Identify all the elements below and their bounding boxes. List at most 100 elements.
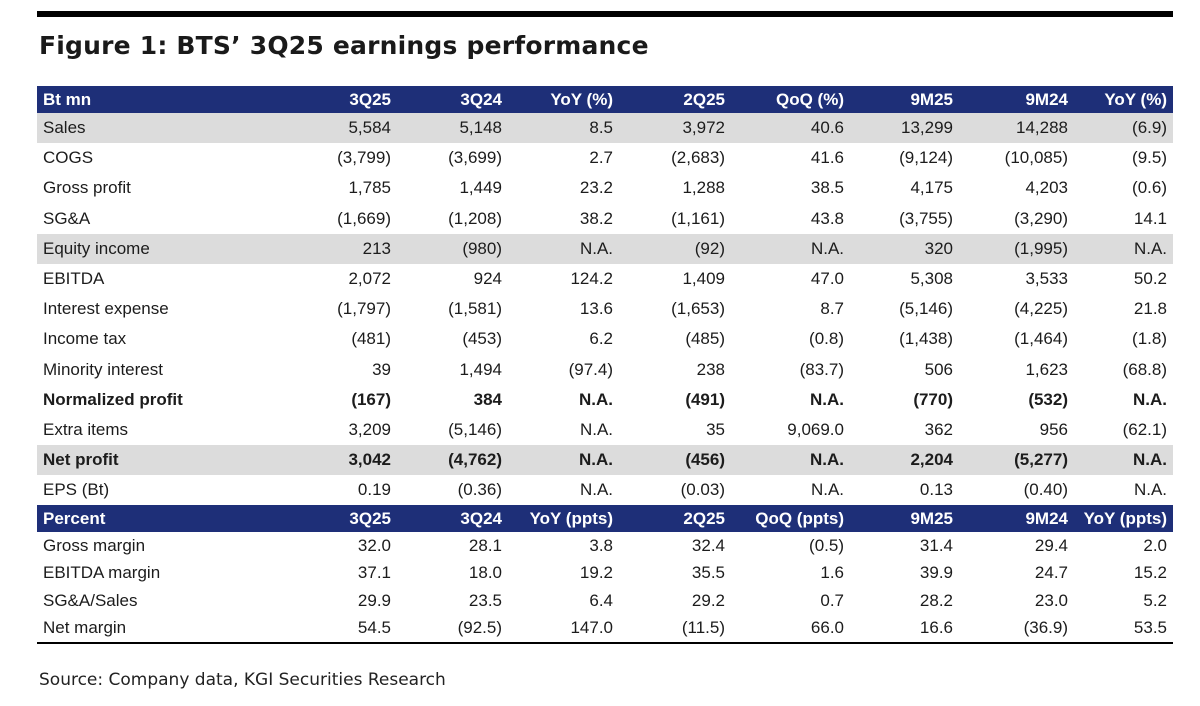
value-cell: 2,072: [348, 269, 391, 289]
value-cell: 213: [251, 233, 397, 264]
value-cell: (92): [619, 233, 731, 264]
value-cell: (2,683): [671, 148, 725, 168]
value-cell: N.A.: [731, 233, 850, 264]
value-cell: 6.2: [589, 329, 613, 349]
value-cell: N.A.: [1074, 233, 1173, 264]
value-cell: (167): [351, 389, 391, 409]
value-cell: 50.2: [1133, 269, 1167, 289]
header-label-cell: Bt mn: [37, 86, 251, 113]
value-cell: 3,972: [619, 113, 731, 144]
source-note: Source: Company data, KGI Securities Res…: [39, 670, 446, 690]
value-cell: 54.5: [251, 614, 397, 644]
table-row: Equity income 213 (980) N.A. (92) N.A. 320 (1,9…: [37, 233, 1173, 264]
value-cell: 1,623: [1025, 359, 1068, 379]
value-cell: 6.4: [589, 590, 613, 610]
value-cell: 38.2: [579, 208, 613, 228]
value-cell: 2.0: [1143, 536, 1167, 556]
top-rule: [37, 11, 1173, 17]
value-cell: N.A.: [508, 233, 619, 264]
value-cell: (770): [913, 389, 953, 409]
value-cell: (9.5): [1132, 148, 1167, 168]
column-header: 3Q25: [251, 505, 397, 533]
value-cell: (4,225): [1014, 299, 1068, 319]
column-header: QoQ (ppts): [731, 505, 850, 533]
value-cell: (11.5): [619, 614, 731, 644]
table-row: EPS (Bt) 0.19 (0.36) N.A. (0.03) N.A. 0.13 (0.4…: [37, 475, 1173, 505]
value-cell: (0.40): [1023, 480, 1068, 500]
value-cell: 956: [1039, 419, 1068, 439]
value-cell: 28.2: [919, 590, 953, 610]
column-header: YoY (ppts): [1074, 505, 1173, 533]
column-header: QoQ (%): [731, 86, 850, 113]
value-cell: 5.2: [1143, 590, 1167, 610]
value-cell: N.A.: [810, 480, 844, 500]
value-cell: (68.8): [1122, 359, 1167, 379]
value-cell: 14.1: [1133, 208, 1167, 228]
value-cell: (1,995): [959, 233, 1074, 264]
value-cell: (4,762): [397, 445, 508, 476]
value-cell: 1,288: [682, 178, 725, 198]
value-cell: N.A.: [810, 389, 844, 409]
value-cell: 924: [473, 269, 502, 289]
value-cell: (0.8): [809, 329, 844, 349]
value-cell: (481): [351, 329, 391, 349]
column-header: 3Q24: [397, 86, 508, 113]
value-cell: 9,069.0: [787, 419, 844, 439]
table-row: Gross profit 1,785 1,449 23.2 1,288 38.5 4,175…: [37, 173, 1173, 203]
value-cell: (0.5): [809, 536, 844, 556]
value-cell: 506: [924, 359, 953, 379]
figure-title: Figure 1: BTS’ 3Q25 earnings performance: [39, 31, 649, 60]
value-cell: (6.9): [1074, 113, 1173, 144]
value-cell: 32.0: [357, 536, 391, 556]
value-cell: 2.7: [589, 148, 613, 168]
value-cell: 1,494: [459, 359, 502, 379]
value-cell: 5,308: [910, 269, 953, 289]
value-cell: 0.19: [357, 480, 391, 500]
value-cell: 35: [706, 419, 725, 439]
row-label: EBITDA margin: [43, 563, 161, 583]
value-cell: 147.0: [508, 614, 619, 644]
value-cell: N.A.: [1074, 445, 1173, 476]
value-cell: (1,208): [448, 208, 502, 228]
table-row: SG&A (1,669) (1,208) 38.2 (1,161) 43.8 (3,755)…: [37, 204, 1173, 234]
value-cell: (10,085): [1004, 148, 1068, 168]
value-cell: 39.9: [919, 563, 953, 583]
table-row: COGS (3,799) (3,699) 2.7 (2,683) 41.6 (9,124) (…: [37, 143, 1173, 173]
value-cell: (1,438): [899, 329, 953, 349]
value-cell: (36.9): [959, 614, 1074, 644]
value-cell: 29.2: [691, 590, 725, 610]
value-cell: 39: [372, 359, 391, 379]
value-cell: (3,755): [899, 208, 953, 228]
value-cell: (83.7): [799, 359, 844, 379]
value-cell: 41.6: [810, 148, 844, 168]
row-label: Equity income: [37, 233, 251, 264]
value-cell: 4,175: [910, 178, 953, 198]
value-cell: 1,449: [459, 178, 502, 198]
earnings-table-container: Bt mn 3Q25 3Q24 YoY (%) 2Q25 QoQ (%) 9M25 9M24 Y…: [37, 86, 1173, 644]
value-cell: 28.1: [468, 536, 502, 556]
value-cell: 3,209: [348, 419, 391, 439]
header-row-bt-mn: Bt mn 3Q25 3Q24 YoY (%) 2Q25 QoQ (%) 9M25 9M24 Y…: [37, 86, 1173, 113]
table-row: EBITDA margin 37.1 18.0 19.2 35.5 1.6 39.9 24.7…: [37, 560, 1173, 587]
column-header: 9M25: [850, 86, 959, 113]
column-header: YoY (%): [508, 86, 619, 113]
column-header: 2Q25: [619, 505, 731, 533]
value-cell: 19.2: [579, 563, 613, 583]
row-label: Normalized profit: [43, 389, 183, 409]
value-cell: 2,204: [850, 445, 959, 476]
value-cell: (1.8): [1132, 329, 1167, 349]
value-cell: 35.5: [691, 563, 725, 583]
column-header: 9M25: [850, 505, 959, 533]
table-body: Bt mn 3Q25 3Q24 YoY (%) 2Q25 QoQ (%) 9M25 9M24 Y…: [37, 86, 1173, 644]
value-cell: 15.2: [1133, 563, 1167, 583]
value-cell: (9,124): [899, 148, 953, 168]
value-cell: (1,581): [448, 299, 502, 319]
table-row: Normalized profit (167) 384 N.A. (491) N.A. (7…: [37, 385, 1173, 415]
value-cell: 0.13: [919, 480, 953, 500]
value-cell: N.A.: [579, 419, 613, 439]
value-cell: 8.5: [508, 113, 619, 144]
value-cell: (491): [685, 389, 725, 409]
column-header: 9M24: [959, 505, 1074, 533]
value-cell: (1,653): [671, 299, 725, 319]
row-label: SG&A/Sales: [43, 590, 138, 610]
